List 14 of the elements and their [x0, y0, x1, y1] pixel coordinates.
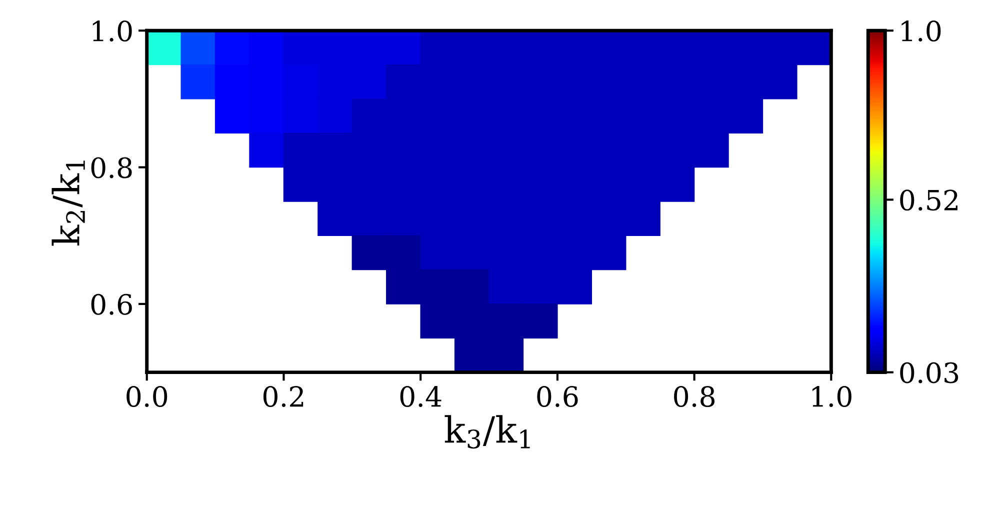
- x-tick-label: 0.0: [126, 386, 168, 407]
- x-tick-label: 0.2: [263, 386, 304, 407]
- y-tick-label: 0.8: [91, 157, 132, 178]
- x-tick-label: 1.0: [812, 386, 852, 407]
- color-bar-label: 1.0: [902, 20, 941, 42]
- x-axis-title: k$_{3}$/k$_{1}$: [444, 415, 530, 449]
- x-tick-label: 0.6: [537, 386, 578, 407]
- color-bar-label: 0.03: [900, 362, 958, 384]
- y-axis-title: k$_{2}$/k$_{1}$: [52, 160, 85, 246]
- x-tick-label: 0.8: [674, 386, 715, 407]
- y-tick-label: 1.0: [92, 20, 132, 42]
- x-tick-label: 0.4: [400, 386, 442, 407]
- y-tick-label: 0.6: [91, 294, 132, 315]
- color-bar-label: 0.52: [900, 190, 958, 211]
